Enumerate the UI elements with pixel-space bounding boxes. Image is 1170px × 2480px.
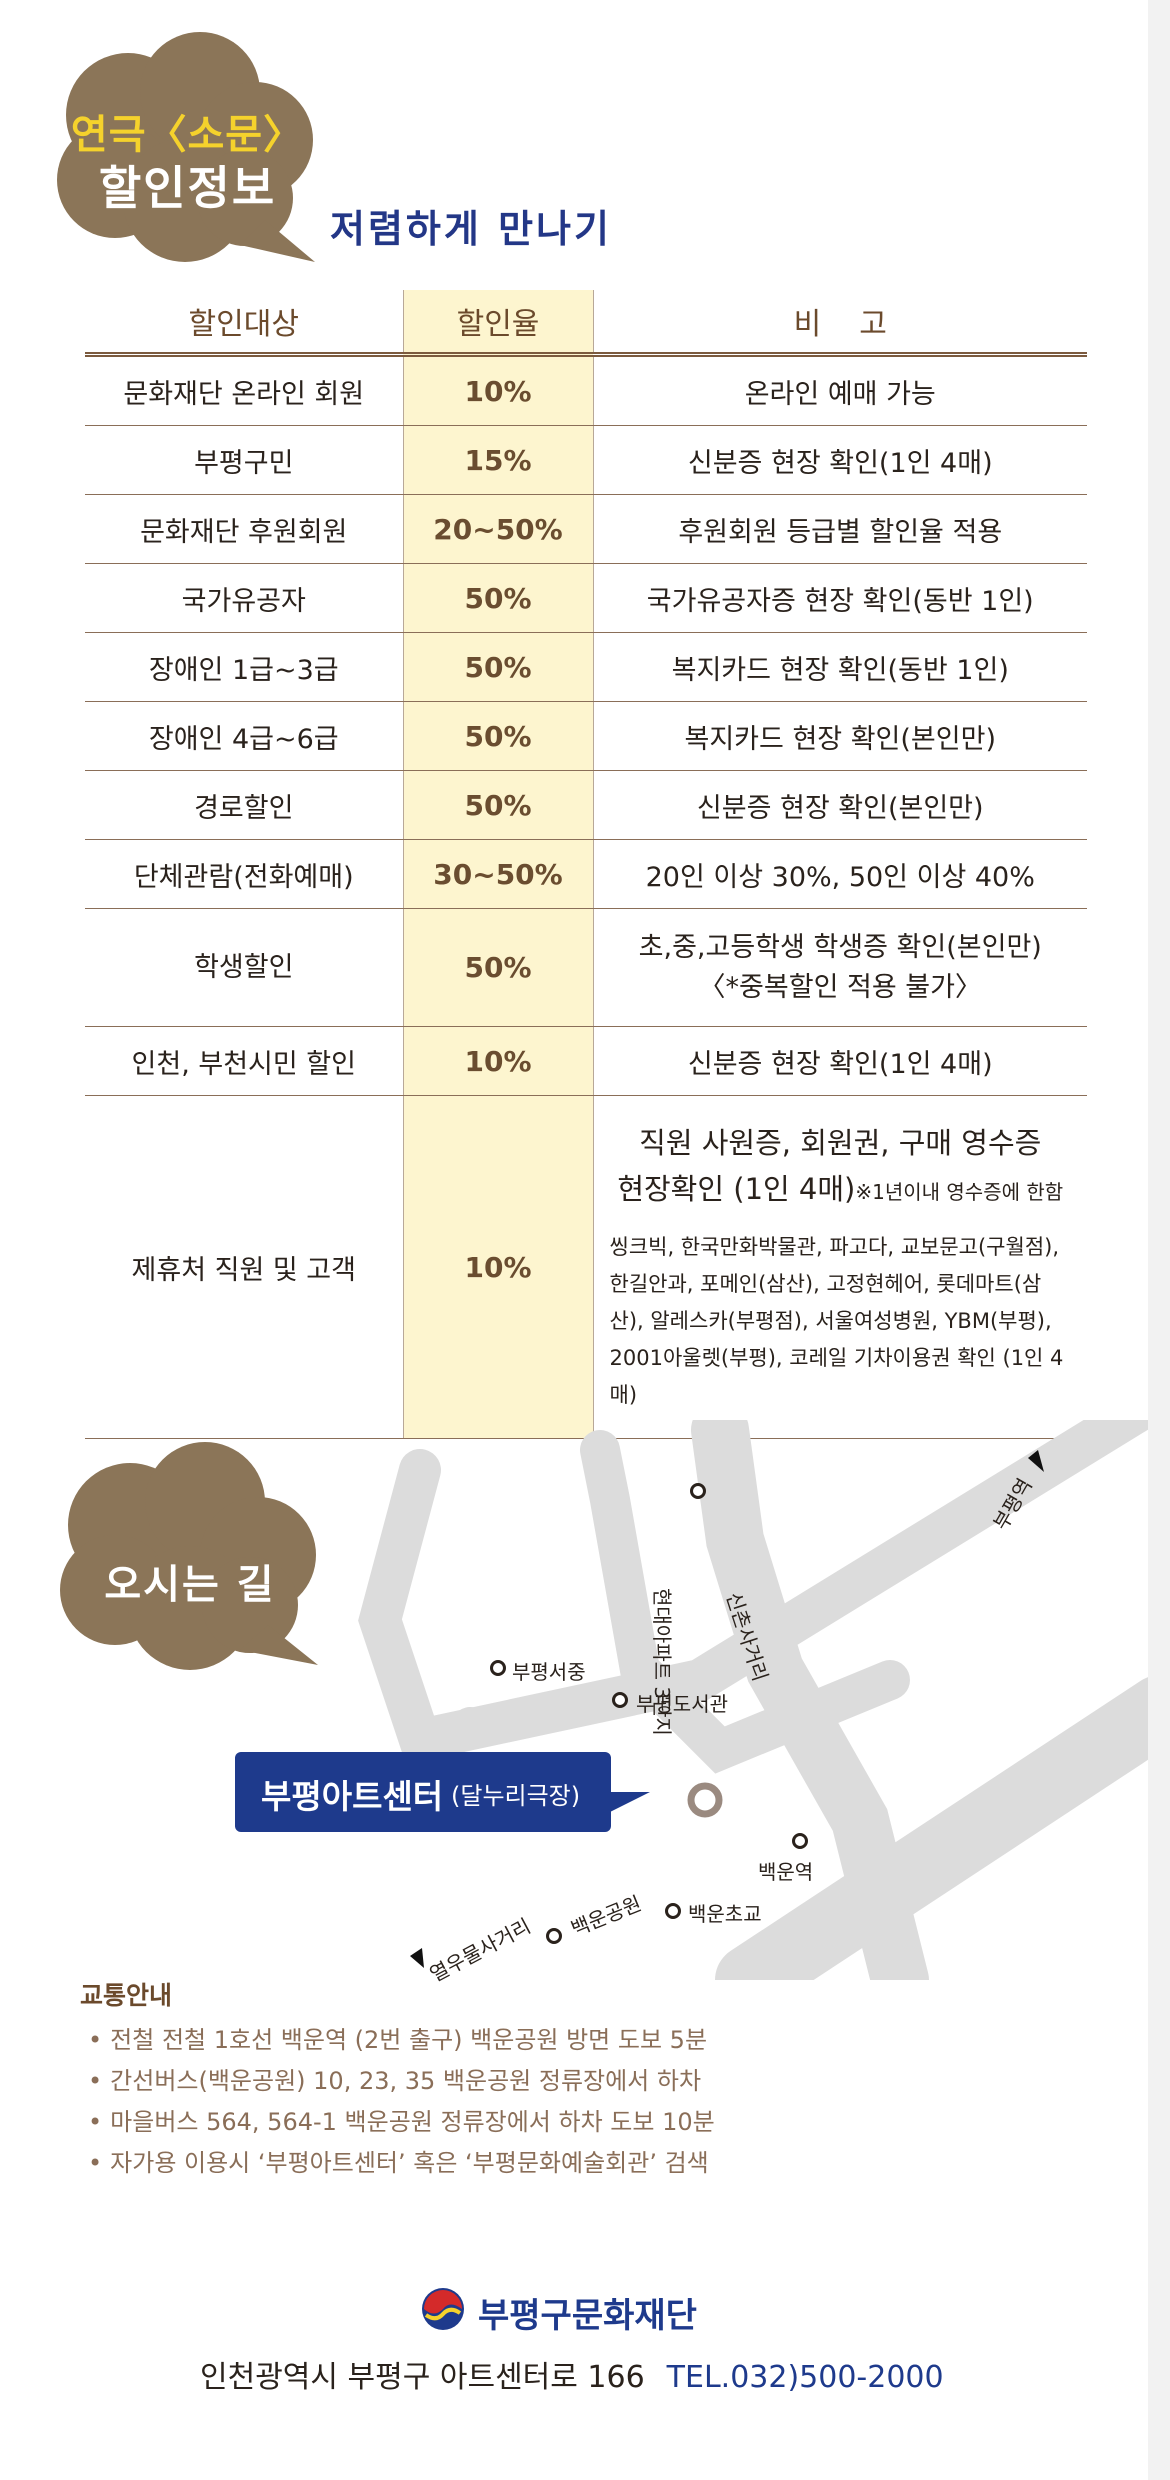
- discount-table: 할인대상 할인율 비 고 문화재단 온라인 회원 10% 온라인 예매 가능 부…: [85, 290, 1087, 1439]
- list-item: 간선버스(백운공원) 10, 23, 35 백운공원 정류장에서 하차: [88, 2061, 715, 2102]
- directions-bubble: 오시는 길: [50, 1440, 330, 1680]
- table-row: 학생할인 50% 초,중,고등학생 학생증 확인(본인만) 〈*중복할인 적용 …: [85, 908, 1087, 1027]
- table-row: 국가유공자 50% 국가유공자증 현장 확인(동반 1인): [85, 563, 1087, 633]
- target-cell: 학생할인: [85, 908, 403, 1027]
- cloud-bubble-shape: [60, 1442, 318, 1670]
- table-row: 제휴처 직원 및 고객 10% 직원 사원증, 회원권, 구매 영수증 현장확인…: [85, 1095, 1087, 1439]
- note-line: 〈*중복할인 적용 불가〉: [698, 971, 982, 1003]
- venue-marker: [687, 1782, 723, 1818]
- poi-baegun-station-marker: [792, 1833, 808, 1849]
- road-diagonal: [358, 1420, 1148, 1765]
- label-baegun-station: 백운역: [758, 1860, 814, 1884]
- table-row: 문화재단 후원회원 20~50% 후원회원 등급별 할인율 적용: [85, 494, 1087, 564]
- target-cell: 단체관람(전화예매): [85, 839, 403, 909]
- note-cell: 20인 이상 30%, 50인 이상 40%: [593, 839, 1087, 909]
- foundation-name: 부평구문화재단: [478, 2296, 697, 2336]
- venue-sub: (달누리극장): [451, 1782, 581, 1810]
- tagline: 저렴하게 만나기: [330, 207, 612, 251]
- footer-address: 인천광역시 부평구 아트센터로 166 TEL.032)500-2000: [200, 2352, 944, 2396]
- note-line-with-small: 현장확인 (1인 4매)※1년이내 영수증에 한함: [600, 1166, 1082, 1215]
- list-item: 마을버스 564, 564-1 백운공원 정류장에서 하차 도보 10분: [88, 2102, 715, 2143]
- note-small: ※1년이내 영수증에 한함: [855, 1180, 1064, 1204]
- note-cell: 복지카드 현장 확인(본인만): [593, 701, 1087, 771]
- target-cell: 장애인 1급~3급: [85, 632, 403, 702]
- note-cell: 신분증 현장 확인(1인 4매): [593, 1026, 1087, 1096]
- label-bupyeong-middle: 부평서중: [512, 1660, 586, 1684]
- page-edge-strip: [1148, 0, 1170, 2480]
- rate-cell: 50%: [402, 701, 594, 771]
- target-cell: 경로할인: [85, 770, 403, 840]
- bubble-title-line2: 할인정보: [98, 161, 277, 215]
- note-cell: 초,중,고등학생 학생증 확인(본인만) 〈*중복할인 적용 불가〉: [593, 908, 1087, 1027]
- directions-title: 오시는 길: [104, 1562, 276, 1608]
- foundation-logo: 부평구문화재단: [420, 2282, 750, 2336]
- label-library: 부평도서관: [636, 1692, 728, 1716]
- target-cell: 문화재단 후원회원: [85, 494, 403, 564]
- phone-number: TEL.032)500-2000: [666, 2360, 944, 2395]
- table-row: 경로할인 50% 신분증 현장 확인(본인만): [85, 770, 1087, 840]
- rate-cell: 10%: [402, 354, 594, 426]
- poi-baegun-park-marker: [546, 1928, 562, 1944]
- poi-baegun-elementary-marker: [665, 1903, 681, 1919]
- poi-library-marker: [612, 1692, 628, 1708]
- table-header-row: 할인대상 할인율 비 고: [85, 290, 1087, 357]
- note-line: 직원 사원증, 회원권, 구매 영수증: [639, 1126, 1042, 1160]
- table-row: 문화재단 온라인 회원 10% 온라인 예매 가능: [85, 354, 1087, 426]
- target-cell: 장애인 4급~6급: [85, 701, 403, 771]
- rate-cell: 30~50%: [402, 839, 594, 909]
- header-note: 비 고: [593, 290, 1087, 357]
- table-row: 장애인 1급~3급 50% 복지카드 현장 확인(동반 1인): [85, 632, 1087, 702]
- table-row: 인천, 부천시민 할인 10% 신분증 현장 확인(1인 4매): [85, 1026, 1087, 1096]
- venue-name: 부평아트센터: [261, 1777, 444, 1816]
- note-cell: 직원 사원증, 회원권, 구매 영수증 현장확인 (1인 4매)※1년이내 영수…: [593, 1095, 1087, 1439]
- rate-cell: 15%: [402, 425, 594, 495]
- rate-cell: 10%: [402, 1095, 594, 1439]
- note-cell: 국가유공자증 현장 확인(동반 1인): [593, 563, 1087, 633]
- partner-list: 씽크빅, 한국만화박물관, 파고다, 교보문고(구월점), 한길안과, 포메인(…: [609, 1235, 1064, 1407]
- note-cell: 온라인 예매 가능: [593, 354, 1087, 426]
- callout-pointer: [610, 1792, 650, 1812]
- rate-cell: 50%: [402, 908, 594, 1027]
- target-cell: 제휴처 직원 및 고객: [85, 1095, 403, 1439]
- cloud-bubble-shape: [57, 32, 315, 262]
- bubble-title-line1: 연극〈소문〉: [70, 112, 305, 158]
- target-cell: 부평구민: [85, 425, 403, 495]
- target-cell: 국가유공자: [85, 563, 403, 633]
- foundation-emblem-icon: [422, 2288, 464, 2330]
- discount-info-bubble: 연극〈소문〉 할인정보: [50, 30, 325, 270]
- target-cell: 문화재단 온라인 회원: [85, 354, 403, 426]
- header-target: 할인대상: [85, 290, 403, 357]
- note-line: 초,중,고등학생 학생증 확인(본인만): [638, 931, 1042, 963]
- poi-bupyeong-middle-marker: [490, 1660, 506, 1676]
- rate-cell: 20~50%: [402, 494, 594, 564]
- note-line: 현장확인 (1인 4매): [617, 1172, 856, 1206]
- rate-cell: 50%: [402, 563, 594, 633]
- rate-cell: 10%: [402, 1026, 594, 1096]
- table-row: 단체관람(전화예매) 30~50% 20인 이상 30%, 50인 이상 40%: [85, 839, 1087, 909]
- table-row: 장애인 4급~6급 50% 복지카드 현장 확인(본인만): [85, 701, 1087, 771]
- note-cell: 신분증 현장 확인(1인 4매): [593, 425, 1087, 495]
- road-gyeongin: [715, 1677, 1148, 1980]
- label-gyeongin-ro: 경인로: [920, 2000, 980, 2052]
- rate-cell: 50%: [402, 632, 594, 702]
- header-rate: 할인율: [402, 290, 594, 357]
- rate-cell: 50%: [402, 770, 594, 840]
- transport-list: 전철 전철 1호선 백운역 (2번 출구) 백운공원 방면 도보 5분 간선버스…: [88, 2020, 715, 2184]
- list-item: 자가용 이용시 ‘부평아트센터’ 혹은 ‘부평문화예술회관’ 검색: [88, 2143, 715, 2184]
- poi-hyundai-apt-marker: [690, 1483, 706, 1499]
- bupyeong-station-arrow: [1028, 1450, 1044, 1472]
- note-cell: 후원회원 등급별 할인율 적용: [593, 494, 1087, 564]
- road-loop: [580, 1430, 910, 1774]
- venue-callout: 부평아트센터 (달누리극장): [235, 1752, 611, 1832]
- note-cell: 신분증 현장 확인(본인만): [593, 770, 1087, 840]
- target-cell: 인천, 부천시민 할인: [85, 1026, 403, 1096]
- note-cell: 복지카드 현장 확인(동반 1인): [593, 632, 1087, 702]
- transport-title: 교통안내: [80, 1981, 173, 2010]
- table-row: 부평구민 15% 신분증 현장 확인(1인 4매): [85, 425, 1087, 495]
- address-text: 인천광역시 부평구 아트센터로 166: [200, 2360, 645, 2395]
- yeolwoomul-arrow: [410, 1948, 424, 1968]
- road-network: [352, 1420, 1148, 1980]
- list-item: 전철 전철 1호선 백운역 (2번 출구) 백운공원 방면 도보 5분: [88, 2020, 715, 2061]
- label-baegun-elementary: 백운초교: [688, 1902, 762, 1926]
